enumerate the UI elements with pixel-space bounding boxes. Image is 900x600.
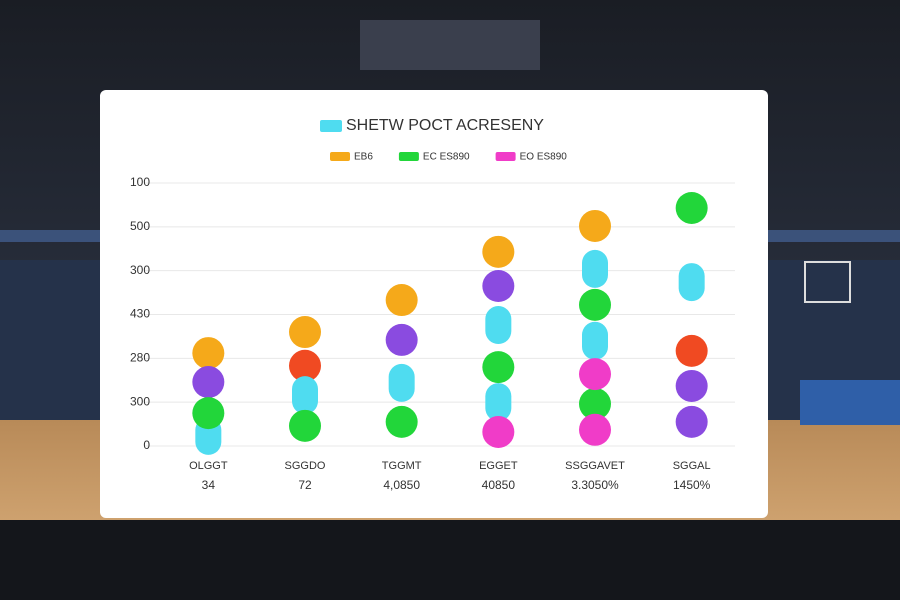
front-seats bbox=[0, 520, 900, 600]
court-banner bbox=[800, 380, 900, 425]
y-tick-label: 430 bbox=[130, 307, 150, 321]
dot bbox=[192, 337, 225, 370]
dot bbox=[192, 397, 225, 430]
dot-pill bbox=[485, 383, 512, 422]
legend-label: EC ES890 bbox=[423, 152, 470, 163]
y-tick-label: 0 bbox=[143, 438, 150, 452]
dot bbox=[289, 349, 321, 382]
legend-swatch bbox=[398, 152, 419, 161]
dot bbox=[675, 405, 708, 438]
dot bbox=[579, 288, 611, 321]
x-sublabel: 4,0850 bbox=[383, 478, 420, 492]
dot-pill bbox=[582, 249, 608, 288]
x-sublabel: 40850 bbox=[482, 478, 516, 492]
dot bbox=[289, 409, 321, 442]
dot bbox=[675, 369, 708, 402]
x-tick-label: EGGET bbox=[479, 460, 518, 472]
y-tick-label: 500 bbox=[130, 219, 150, 233]
dot-pill bbox=[292, 376, 318, 415]
dot-pill bbox=[485, 306, 512, 345]
dot bbox=[482, 415, 515, 448]
y-tick-label: 100 bbox=[130, 175, 150, 189]
x-tick-label: SGGAL bbox=[673, 460, 711, 472]
x-sublabel: 3.3050% bbox=[571, 478, 619, 492]
chart-title: SHETW POCT ACRESENY bbox=[346, 117, 544, 134]
dot bbox=[579, 387, 611, 420]
dot bbox=[385, 323, 418, 356]
x-sublabel: 72 bbox=[298, 478, 312, 492]
dot bbox=[192, 366, 225, 399]
legend-label: EB6 bbox=[354, 152, 373, 163]
dot bbox=[482, 235, 515, 268]
dot bbox=[579, 358, 611, 391]
x-sublabel: 1450% bbox=[673, 478, 711, 492]
banners bbox=[360, 20, 540, 70]
legend-swatch bbox=[495, 152, 516, 161]
dot bbox=[385, 405, 418, 438]
y-tick-label: 280 bbox=[130, 351, 150, 365]
hoop bbox=[804, 261, 851, 303]
dot bbox=[675, 191, 708, 224]
y-tick-label: 300 bbox=[130, 394, 150, 408]
x-tick-label: SGGDO bbox=[285, 460, 326, 472]
dot-pill bbox=[582, 321, 608, 360]
dot-pill bbox=[388, 363, 415, 402]
dot-pill bbox=[678, 263, 705, 302]
x-tick-label: OLGGT bbox=[189, 460, 228, 472]
x-tick-label: SSGGAVET bbox=[565, 460, 625, 472]
dot bbox=[579, 413, 611, 446]
dot bbox=[482, 270, 515, 303]
x-sublabel: 34 bbox=[202, 478, 216, 492]
legend-label: EO ES890 bbox=[520, 152, 568, 163]
dot bbox=[482, 351, 515, 384]
legend-swatch bbox=[330, 152, 350, 161]
dot bbox=[579, 209, 611, 242]
dot bbox=[675, 334, 708, 367]
y-tick-label: 300 bbox=[130, 263, 150, 277]
dot bbox=[385, 284, 418, 317]
x-tick-label: TGGMT bbox=[382, 460, 422, 472]
title-icon bbox=[320, 120, 342, 132]
dot bbox=[289, 316, 321, 349]
